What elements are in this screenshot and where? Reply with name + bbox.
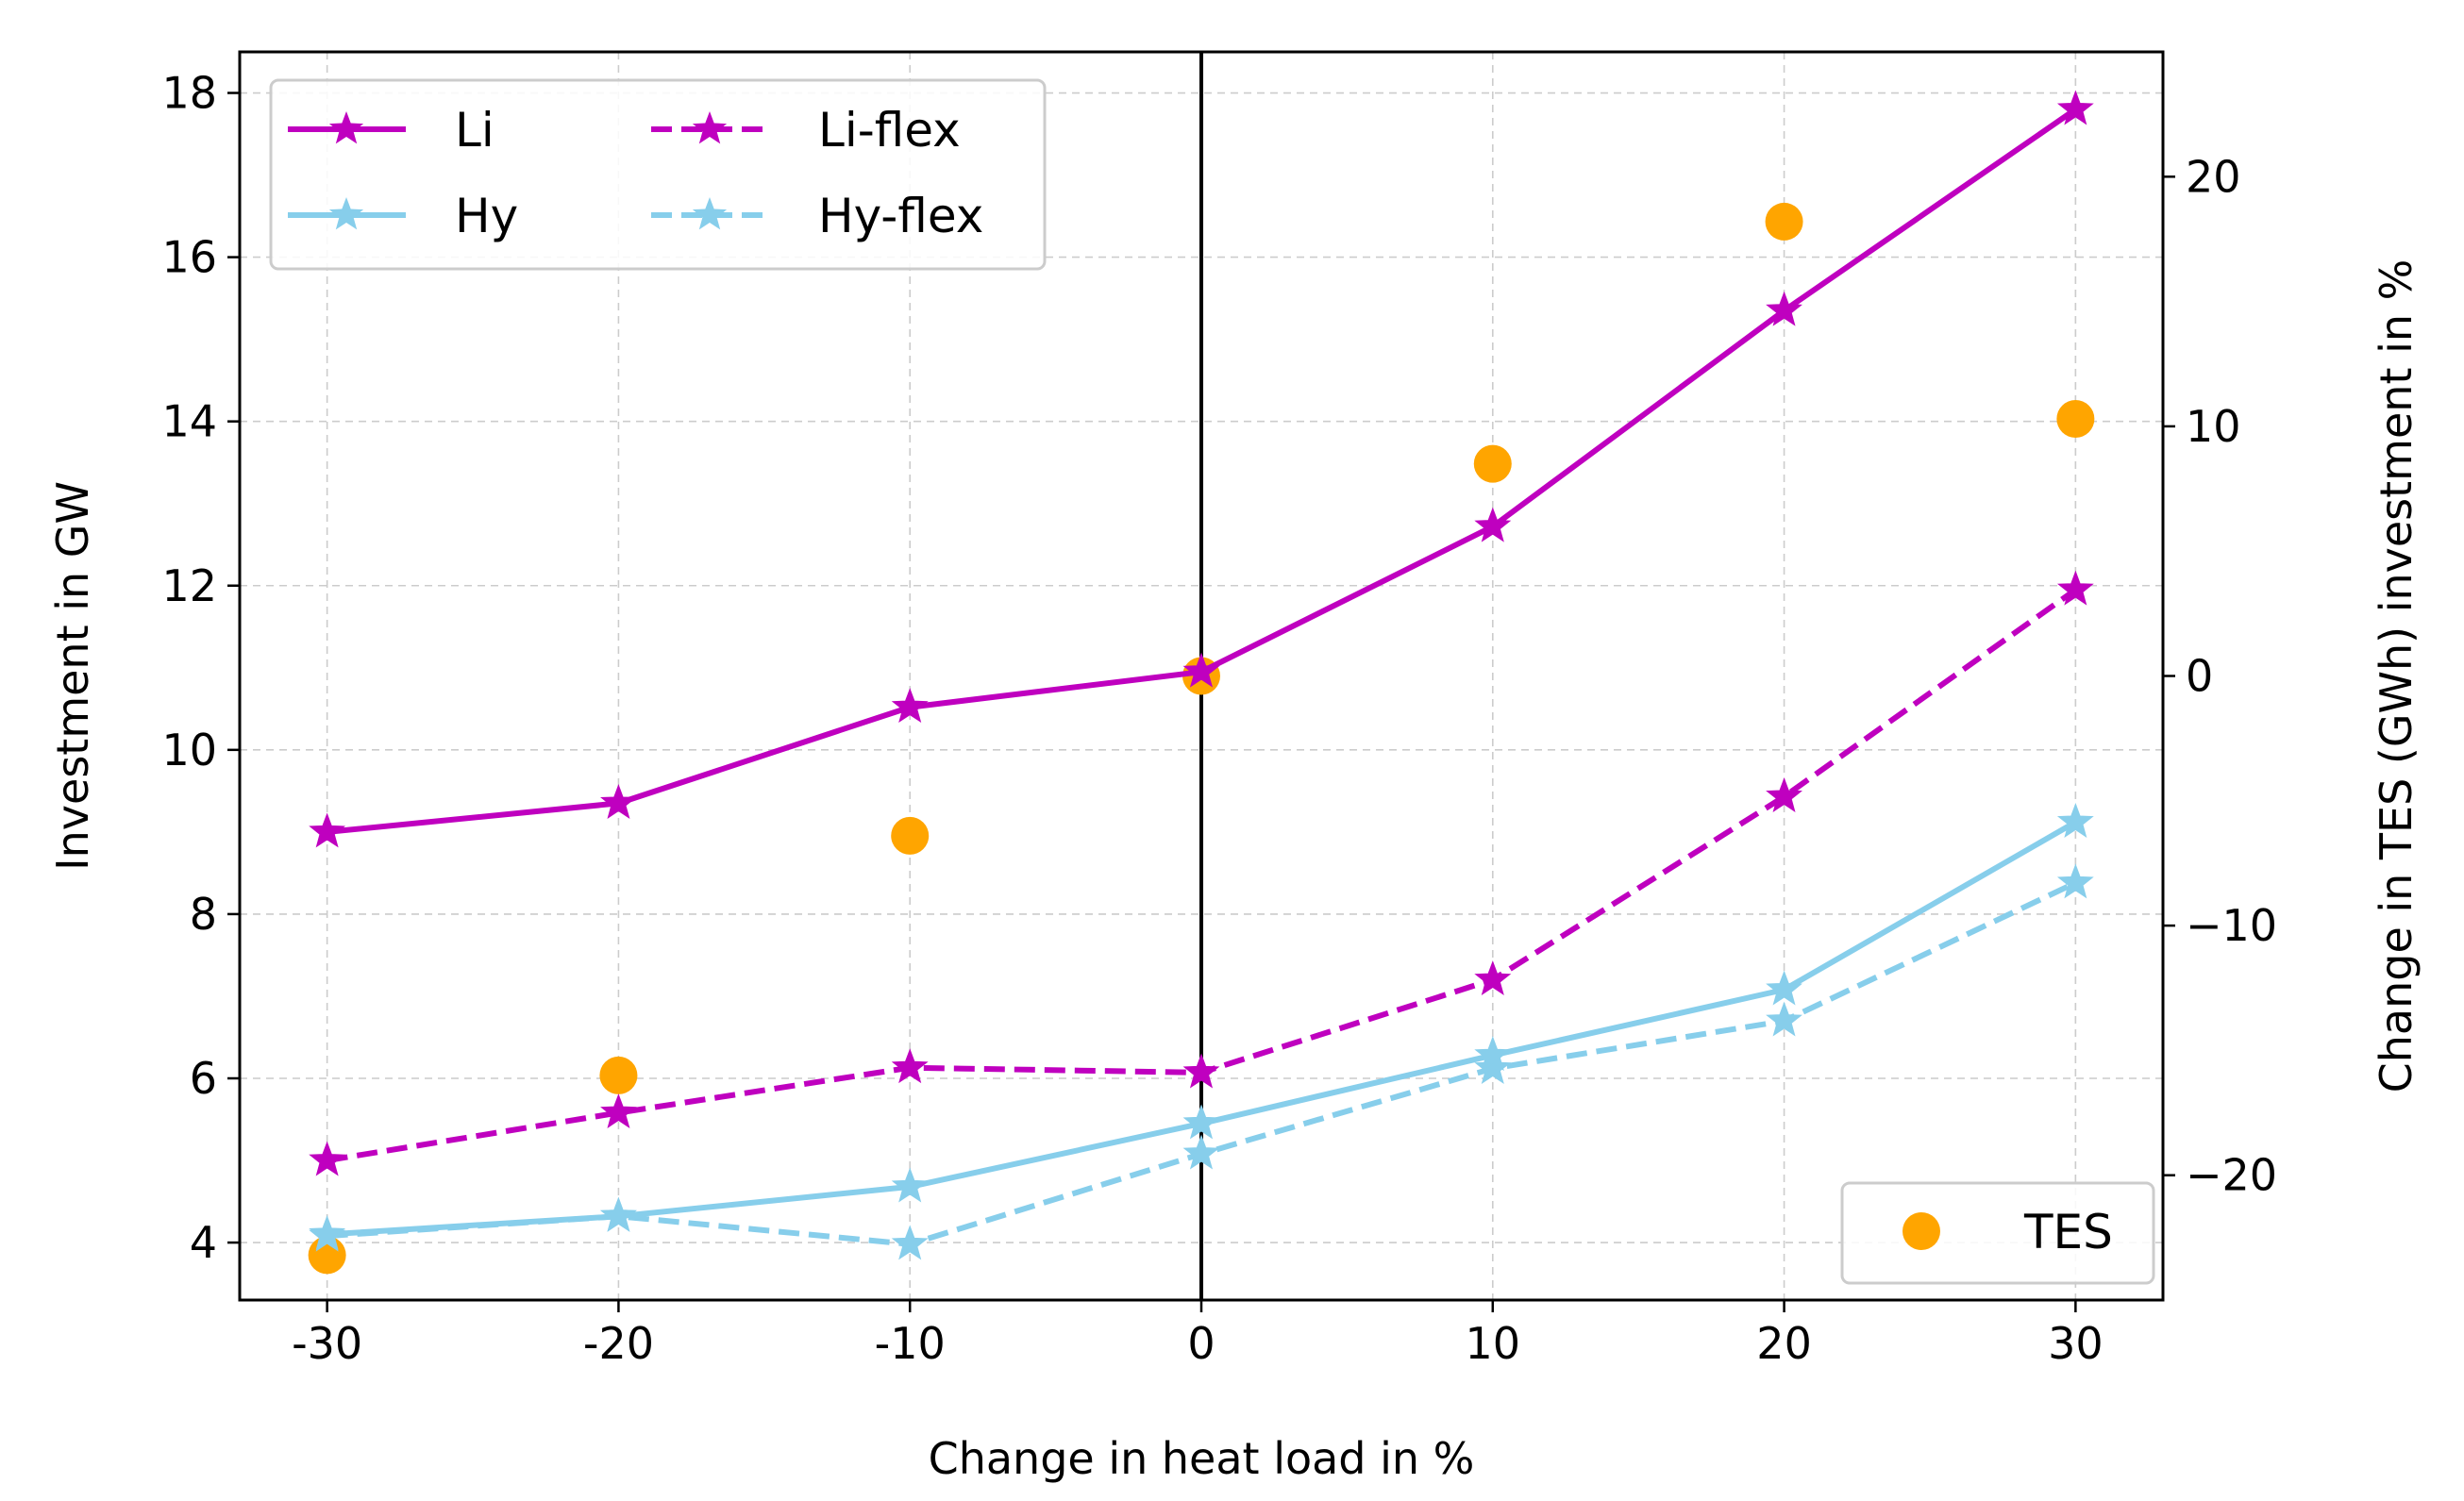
legend-main-box xyxy=(269,78,1047,271)
x-axis-title: Change in heat load in % xyxy=(929,1433,1475,1484)
y-tick-label: 14 xyxy=(161,396,217,447)
data-point-li xyxy=(1182,652,1220,688)
x-tick-label: 20 xyxy=(1756,1318,1812,1369)
data-point-li-flex xyxy=(1474,960,1512,996)
legend-marker-hy-flex xyxy=(692,197,728,230)
x-axis: -30 -20 -10 0 10 20 30 xyxy=(292,1300,2104,1369)
data-point-li xyxy=(1474,507,1512,542)
x-tick-label: 10 xyxy=(1466,1318,1521,1369)
series-hy xyxy=(309,802,2094,1250)
y-axis-title: Investment in GW xyxy=(47,481,98,871)
y2-axis-title: Change in TES (GWh) investment in % xyxy=(2371,259,2422,1093)
data-point-li xyxy=(891,688,929,724)
y-tick-label: 8 xyxy=(190,889,217,940)
legend-marker-hy xyxy=(328,197,364,230)
y-axis-right: −20 −10 0 10 20 xyxy=(2163,151,2277,1201)
legend-label-tes: TES xyxy=(2023,1205,2113,1259)
x-tick-label: 30 xyxy=(2048,1318,2104,1369)
legend-marker-tes xyxy=(1902,1212,1940,1250)
data-point-li-flex xyxy=(891,1048,929,1084)
legend-label-li: Li xyxy=(455,103,494,158)
data-point-li-flex xyxy=(2056,570,2094,606)
data-point-tes xyxy=(2056,399,2095,438)
y2-tick-label: −10 xyxy=(2186,900,2277,951)
data-point-hy xyxy=(891,1167,929,1203)
legend-secondary-box xyxy=(1840,1181,2155,1285)
y-tick-label: 10 xyxy=(161,725,217,776)
x-tick-label: -20 xyxy=(583,1318,654,1369)
data-point-li xyxy=(600,783,637,819)
data-point-hy xyxy=(309,1214,346,1250)
series-li xyxy=(309,90,2094,848)
legend-main: Li Li-flex Hy Hy-flex xyxy=(269,78,1047,271)
y-tick-label: 12 xyxy=(161,560,217,611)
y-axis-left: 4 6 8 10 12 14 16 18 xyxy=(161,68,240,1268)
data-point-hy xyxy=(1474,1036,1512,1072)
series-li-flex xyxy=(309,570,2094,1176)
legend-entry-hy-flex: Hy-flex xyxy=(651,189,983,243)
data-point-hy-flex xyxy=(2056,863,2094,899)
legend-secondary: TES xyxy=(1840,1181,2155,1285)
data-point-hy-flex xyxy=(891,1225,929,1260)
data-point-li-flex xyxy=(1766,776,1802,812)
data-point-li-flex xyxy=(600,1093,637,1129)
data-point-li-flex xyxy=(309,1141,346,1176)
legend-label-li-flex: Li-flex xyxy=(818,103,961,158)
data-point-li-flex xyxy=(1182,1053,1220,1089)
data-point-hy-flex xyxy=(1182,1134,1220,1170)
data-point-hy xyxy=(2056,802,2094,838)
data-point-hy xyxy=(600,1196,637,1232)
data-point-tes xyxy=(1473,444,1512,483)
legend-entry-li: Li xyxy=(288,103,494,158)
y2-tick-label: 10 xyxy=(2186,401,2241,452)
y-tick-label: 4 xyxy=(190,1217,217,1268)
data-point-tes xyxy=(891,816,930,855)
x-tick-label: -10 xyxy=(875,1318,946,1369)
data-point-li xyxy=(309,812,346,848)
legend-label-hy-flex: Hy-flex xyxy=(818,189,983,243)
data-point-hy-flex xyxy=(1474,1049,1512,1085)
data-point-hy xyxy=(1182,1104,1220,1140)
legend-marker-li xyxy=(328,111,364,144)
series-layer xyxy=(308,90,2095,1275)
y-tick-label: 6 xyxy=(190,1053,217,1104)
data-point-hy xyxy=(1766,970,1802,1006)
data-point-tes xyxy=(1765,202,1803,241)
y2-tick-label: 20 xyxy=(2186,151,2241,202)
legend-marker-li-flex xyxy=(692,111,728,144)
data-point-tes xyxy=(599,1056,638,1094)
data-point-li xyxy=(2056,90,2094,125)
y-tick-label: 18 xyxy=(161,68,217,119)
data-point-li xyxy=(1766,291,1802,326)
data-point-hy-flex xyxy=(1766,1001,1802,1037)
legend-label-hy: Hy xyxy=(455,189,518,243)
legend-entry-li-flex: Li-flex xyxy=(651,103,961,158)
legend-entry-hy: Hy xyxy=(288,189,518,243)
y2-tick-label: 0 xyxy=(2186,651,2213,702)
y-tick-label: 16 xyxy=(161,232,217,283)
y2-tick-label: −20 xyxy=(2186,1150,2277,1201)
x-tick-label: -30 xyxy=(292,1318,362,1369)
x-tick-label: 0 xyxy=(1187,1318,1215,1369)
